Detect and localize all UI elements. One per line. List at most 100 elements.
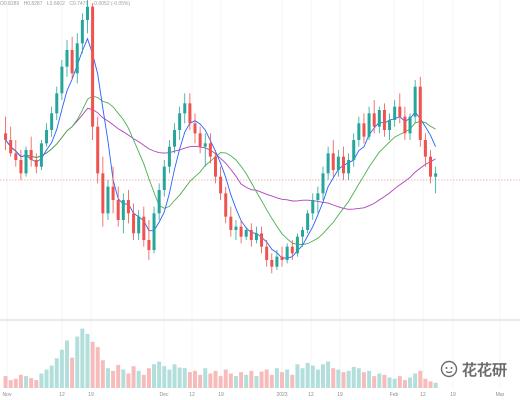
candle-body xyxy=(249,230,253,240)
candle-body xyxy=(96,126,100,174)
candle xyxy=(34,153,38,174)
candle xyxy=(137,210,141,240)
volume-bar xyxy=(413,373,418,388)
volume-bar xyxy=(310,365,315,388)
candle xyxy=(290,240,294,260)
candle-body xyxy=(121,200,125,220)
volume-bar xyxy=(146,368,151,388)
candle xyxy=(239,220,243,244)
candle xyxy=(208,133,212,164)
candle-body xyxy=(193,123,197,134)
candle xyxy=(167,140,171,174)
candle xyxy=(126,190,130,224)
volume-bar xyxy=(423,378,428,388)
candle xyxy=(275,250,279,270)
volume-bar xyxy=(397,376,402,388)
candle-body xyxy=(388,120,392,130)
candle-body xyxy=(408,116,412,134)
candle xyxy=(14,140,18,167)
candle xyxy=(321,166,325,200)
candle xyxy=(388,113,392,140)
candle-body xyxy=(347,160,351,174)
candle xyxy=(301,226,305,247)
candle-body xyxy=(413,86,417,117)
volume-bar xyxy=(361,372,366,388)
candle xyxy=(101,156,105,227)
candle-body xyxy=(382,110,386,130)
candle-body xyxy=(372,113,376,127)
candle-body xyxy=(34,160,38,167)
volume-bar xyxy=(305,362,310,388)
candle xyxy=(311,193,315,220)
candle xyxy=(336,150,340,177)
candle xyxy=(393,100,397,127)
candle xyxy=(111,166,115,214)
candle-body xyxy=(280,256,284,260)
volume-bar xyxy=(193,370,197,388)
candle-body xyxy=(167,146,171,167)
candle-body xyxy=(126,200,130,214)
volume-bar xyxy=(392,378,397,388)
x-tick-label: Mar xyxy=(496,392,505,398)
volume-bar xyxy=(203,368,208,388)
candle-body xyxy=(295,236,299,254)
candle xyxy=(178,106,182,140)
candle-body xyxy=(173,130,177,147)
volume-bar xyxy=(336,369,341,388)
volume-bar xyxy=(249,370,254,388)
candle xyxy=(372,100,376,134)
candle-body xyxy=(244,230,248,237)
volume-bar xyxy=(285,369,290,388)
volume-bar xyxy=(116,364,121,388)
candle xyxy=(152,206,156,254)
candle-body xyxy=(85,6,89,21)
candle xyxy=(418,76,422,147)
volume-bar xyxy=(233,376,238,388)
ma-slow-line xyxy=(5,95,436,245)
candle xyxy=(213,150,217,184)
candle-body xyxy=(377,110,381,127)
candle-body xyxy=(423,140,427,157)
volume-bar xyxy=(152,364,157,388)
candle-body xyxy=(434,173,438,177)
candle-body xyxy=(19,160,23,174)
volume-bar xyxy=(223,369,228,388)
candle xyxy=(265,240,269,267)
candle xyxy=(326,146,330,180)
ohlc-low: L0.6602 xyxy=(46,1,65,7)
candle xyxy=(162,160,166,197)
candle-body xyxy=(60,66,64,94)
watermark: 花花研 xyxy=(440,355,518,383)
volume-bar xyxy=(157,361,162,388)
candle-body xyxy=(91,6,95,127)
candle-body xyxy=(219,176,223,194)
candle xyxy=(260,226,264,254)
volume-bar xyxy=(433,382,438,388)
candle xyxy=(362,113,366,144)
candle-body xyxy=(275,256,279,267)
candle-body xyxy=(45,130,49,144)
candle-body xyxy=(290,246,294,254)
candle-body xyxy=(24,150,28,174)
x-tick-label: Dec xyxy=(160,392,169,398)
volume-bar xyxy=(331,368,336,388)
volume-bar xyxy=(90,341,95,388)
volume-bar xyxy=(377,373,382,388)
volume-bar xyxy=(408,377,413,388)
candle-body xyxy=(70,50,74,74)
volume-bar xyxy=(264,369,269,388)
candle xyxy=(132,203,136,240)
candle-body xyxy=(326,153,330,174)
candle xyxy=(408,113,412,140)
candle xyxy=(29,136,33,167)
x-tick-label: 12 xyxy=(189,392,195,398)
candle xyxy=(80,13,84,54)
candle-body xyxy=(162,166,166,190)
volume-bar xyxy=(80,328,85,388)
candle xyxy=(116,186,120,227)
candle-body xyxy=(429,156,433,177)
candle xyxy=(229,206,233,237)
volume-bar xyxy=(321,364,325,388)
candle xyxy=(347,153,351,180)
